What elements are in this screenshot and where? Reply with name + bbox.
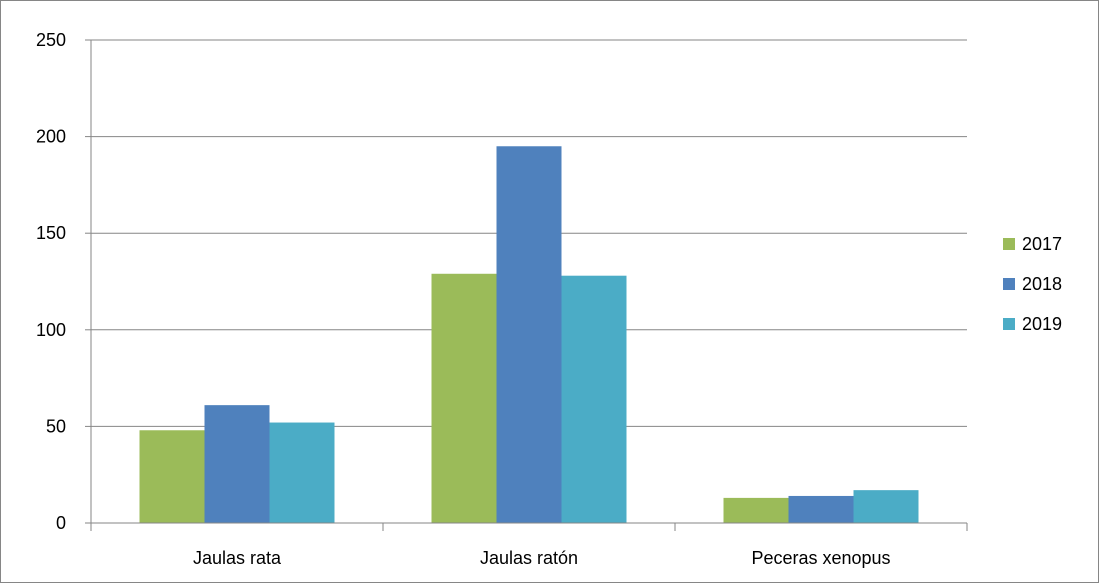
- y-tick-label: 100: [36, 320, 66, 340]
- bar-2018-1: [204, 405, 270, 523]
- y-tick-label: 0: [56, 513, 66, 533]
- x-tick-label: Jaulas rata: [193, 548, 282, 568]
- y-tick-label: 150: [36, 223, 66, 243]
- bar-2018-2: [496, 146, 562, 523]
- x-tick-label: Jaulas ratón: [480, 548, 578, 568]
- x-tick-labels: Jaulas rata Jaulas ratón Peceras xenopus: [193, 548, 891, 568]
- legend-label-2017: 2017: [1022, 234, 1062, 254]
- y-tick-label: 200: [36, 127, 66, 147]
- legend-swatch-2017: [1003, 238, 1015, 250]
- bar-2019-3: [853, 490, 919, 523]
- legend-label-2018: 2018: [1022, 274, 1062, 294]
- y-tick-label: 50: [46, 416, 66, 436]
- axes: [85, 39, 968, 531]
- legend-swatch-2018: [1003, 278, 1015, 290]
- y-tick-label: 250: [36, 30, 66, 50]
- legend-label-2019: 2019: [1022, 314, 1062, 334]
- x-tick-label: Peceras xenopus: [751, 548, 890, 568]
- bars: [139, 146, 919, 523]
- legend-swatch-2019: [1003, 318, 1015, 330]
- bar-2018-3: [788, 495, 854, 523]
- bar-2017-1: [139, 430, 205, 523]
- y-tick-labels: 0 50 100 150 200 250: [36, 30, 66, 533]
- bar-2017-3: [723, 497, 789, 523]
- bar-2017-2: [431, 273, 497, 523]
- bar-2019-2: [561, 275, 627, 523]
- bar-2019-1: [269, 422, 335, 523]
- legend: 2017 2018 2019: [1003, 234, 1062, 334]
